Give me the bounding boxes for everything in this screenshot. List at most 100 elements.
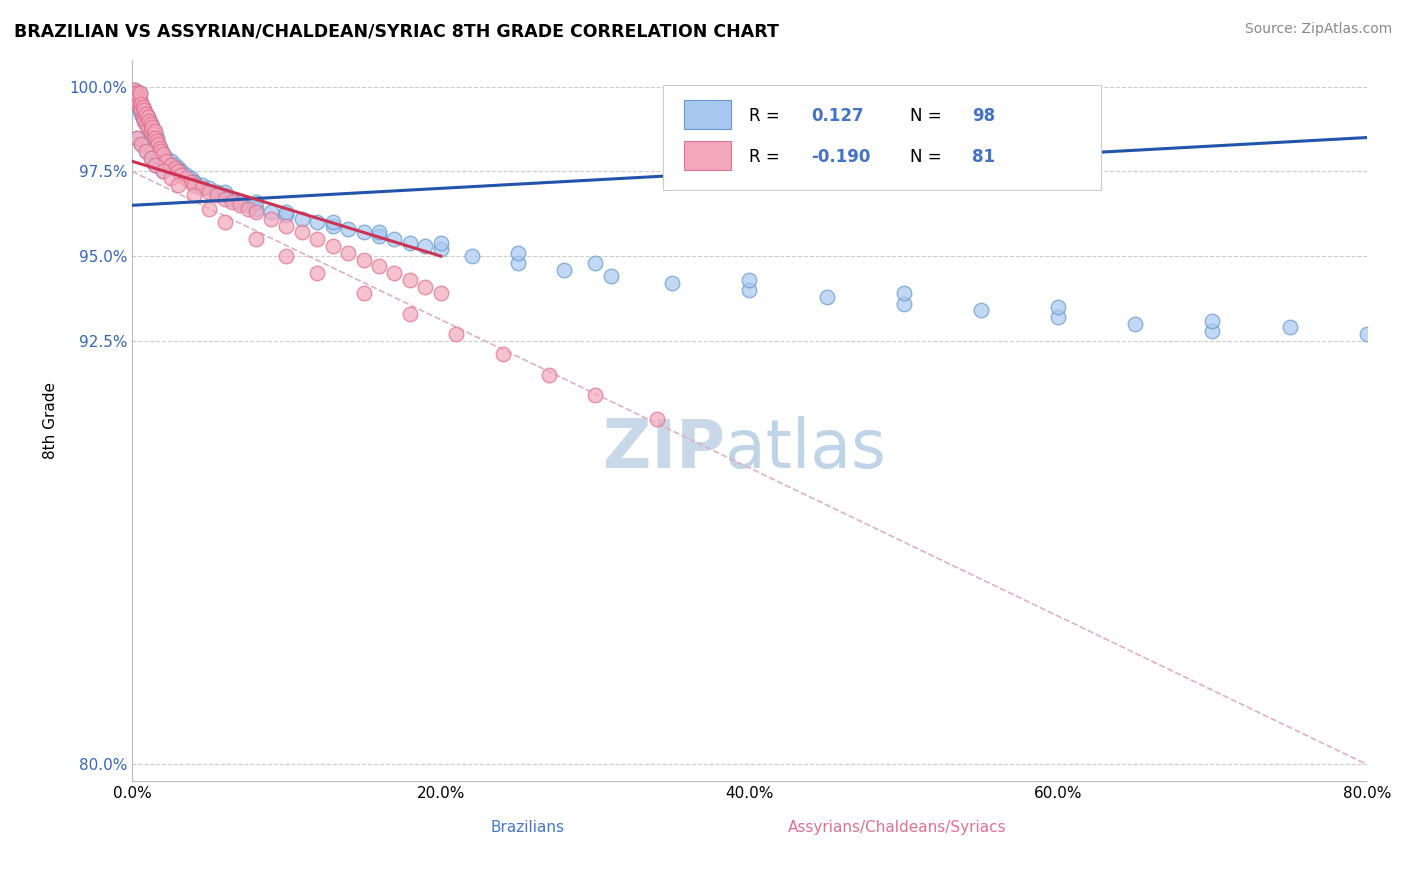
Point — [125, 87, 148, 101]
Point — [159, 154, 181, 169]
FancyBboxPatch shape — [664, 85, 1101, 189]
Point — [307, 215, 329, 229]
Point — [174, 168, 197, 182]
Point — [198, 181, 221, 195]
Point — [180, 171, 202, 186]
Text: 0.127: 0.127 — [811, 107, 863, 125]
Point — [131, 107, 153, 121]
Point — [205, 185, 228, 199]
Point — [1047, 310, 1070, 325]
Point — [136, 110, 159, 124]
Point — [143, 147, 166, 161]
Point — [165, 161, 187, 175]
Point — [167, 164, 190, 178]
Point — [124, 87, 146, 101]
Y-axis label: 8th Grade: 8th Grade — [44, 382, 58, 459]
Point — [155, 151, 177, 165]
Point — [150, 144, 173, 158]
Point — [132, 110, 155, 124]
Point — [141, 120, 163, 135]
Point — [174, 171, 197, 186]
Point — [429, 235, 451, 250]
Point — [245, 202, 267, 216]
Point — [553, 262, 575, 277]
Point — [291, 211, 314, 226]
Point — [276, 249, 298, 263]
Point — [132, 100, 155, 114]
Point — [127, 96, 149, 111]
Point — [322, 215, 344, 229]
Point — [143, 158, 166, 172]
Point — [183, 188, 205, 202]
Point — [128, 93, 150, 107]
Point — [131, 137, 153, 152]
Point — [128, 103, 150, 118]
Point — [139, 151, 162, 165]
Text: R =: R = — [749, 107, 786, 125]
Point — [143, 158, 166, 172]
Point — [127, 90, 149, 104]
Point — [214, 185, 236, 199]
Point — [429, 286, 451, 301]
Point — [276, 219, 298, 233]
Point — [131, 137, 153, 152]
Point — [1201, 313, 1223, 327]
Point — [384, 266, 406, 280]
Point — [134, 103, 156, 118]
Point — [180, 175, 202, 189]
Point — [198, 185, 221, 199]
Point — [368, 260, 391, 274]
Point — [139, 117, 162, 131]
Point — [136, 120, 159, 135]
Point — [143, 134, 166, 148]
Text: ZIP: ZIP — [603, 417, 724, 483]
Point — [183, 175, 205, 189]
Point — [221, 194, 243, 209]
Point — [399, 307, 422, 321]
Text: N =: N = — [910, 107, 942, 125]
Point — [143, 124, 166, 138]
Text: BRAZILIAN VS ASSYRIAN/CHALDEAN/SYRIAC 8TH GRADE CORRELATION CHART: BRAZILIAN VS ASSYRIAN/CHALDEAN/SYRIAC 8T… — [14, 22, 779, 40]
Point — [139, 117, 162, 131]
Point — [460, 249, 482, 263]
Point — [645, 411, 668, 425]
Point — [399, 235, 422, 250]
Point — [170, 168, 193, 182]
Point — [128, 87, 150, 101]
Point — [124, 83, 146, 97]
Point — [152, 164, 174, 178]
Point — [167, 161, 190, 175]
Point — [138, 113, 160, 128]
Point — [245, 194, 267, 209]
Point — [236, 202, 259, 216]
Point — [152, 147, 174, 161]
Point — [183, 178, 205, 192]
Point — [135, 117, 157, 131]
Point — [143, 130, 166, 145]
Point — [139, 124, 162, 138]
Point — [134, 103, 156, 118]
Point — [142, 124, 165, 138]
Point — [583, 256, 606, 270]
Point — [214, 192, 236, 206]
Point — [307, 232, 329, 246]
Point — [245, 205, 267, 219]
Text: Brazilians: Brazilians — [491, 820, 564, 835]
Point — [135, 144, 157, 158]
Point — [214, 188, 236, 202]
Point — [236, 198, 259, 212]
Point — [1355, 327, 1378, 342]
Point — [167, 164, 190, 178]
Point — [537, 368, 560, 382]
Point — [159, 171, 181, 186]
Point — [170, 164, 193, 178]
Point — [122, 83, 145, 97]
Point — [136, 110, 159, 124]
Point — [132, 110, 155, 124]
Point — [429, 243, 451, 257]
Point — [368, 228, 391, 243]
Point — [125, 87, 148, 101]
Point — [135, 144, 157, 158]
Point — [399, 273, 422, 287]
Point — [125, 130, 148, 145]
